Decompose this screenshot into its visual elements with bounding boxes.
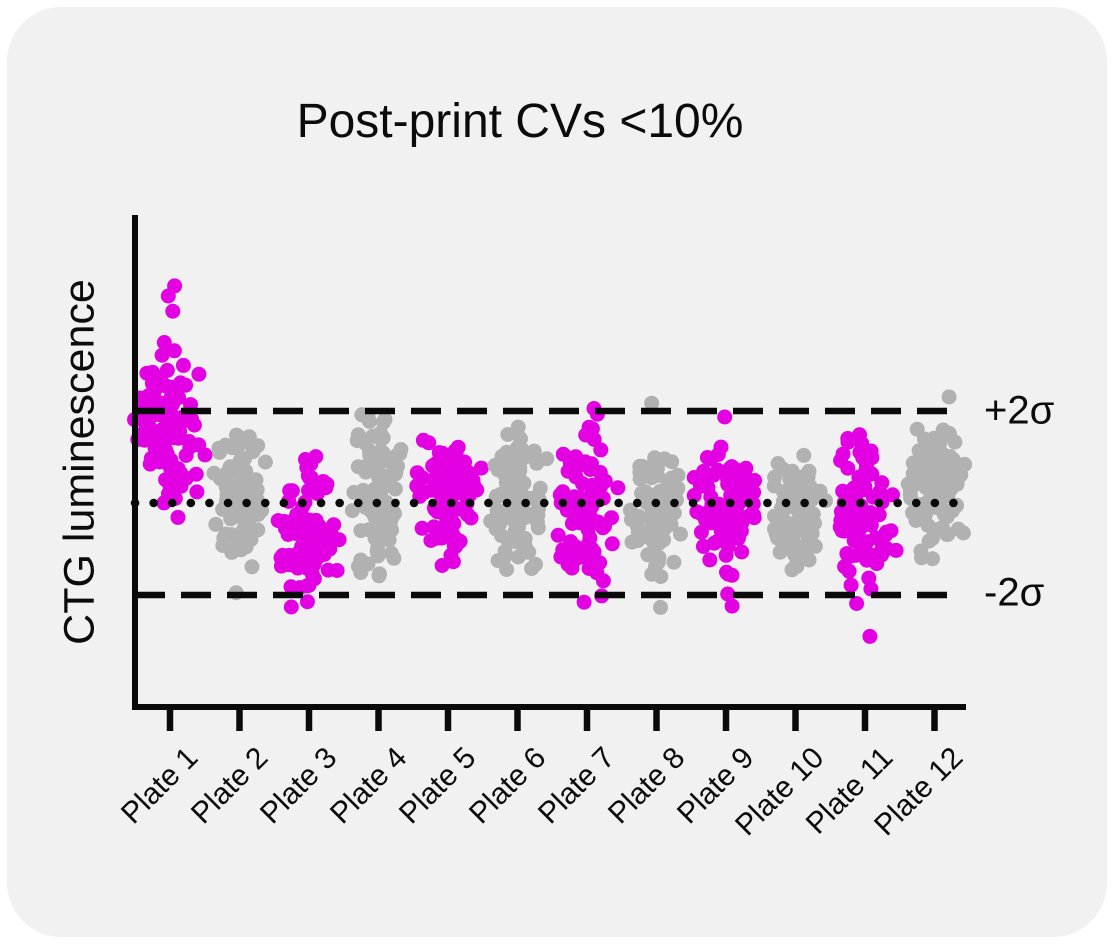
plate-swarm <box>550 401 626 610</box>
plate-swarm <box>270 449 347 615</box>
plate-swarm <box>686 409 763 614</box>
plate-swarm <box>832 427 904 644</box>
upper-sigma-label: +2σ <box>984 388 1055 433</box>
beeswarm-points <box>127 278 973 644</box>
chart-title: Post-print CVs <10% <box>296 95 744 148</box>
plate-swarm <box>766 447 833 578</box>
plate-swarm <box>206 427 273 601</box>
plate-swarm <box>900 389 973 567</box>
plate-swarm <box>483 419 555 577</box>
plate-swarm <box>409 432 489 573</box>
y-axis-label: CTG luminescence <box>55 279 104 645</box>
axis-lines <box>132 215 966 710</box>
lower-sigma-label: -2σ <box>984 570 1045 615</box>
plate-swarm <box>127 278 213 525</box>
plate-swarm <box>344 407 409 584</box>
